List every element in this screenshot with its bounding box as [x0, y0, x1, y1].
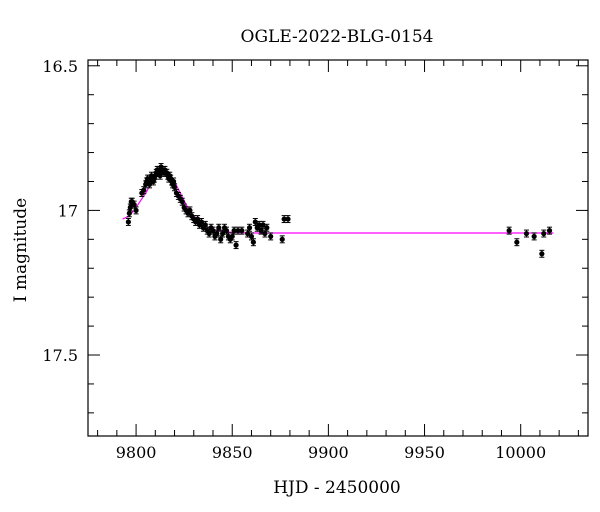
point-marker	[233, 242, 239, 248]
point-marker	[126, 210, 132, 216]
point-marker	[268, 233, 274, 240]
model-curve	[122, 170, 554, 234]
point-marker	[133, 207, 139, 213]
point-marker	[248, 233, 255, 240]
point-marker	[202, 222, 208, 228]
point-marker	[250, 239, 256, 245]
data-point	[541, 229, 547, 238]
x-tick-label: 10000	[495, 443, 546, 462]
point-marker	[546, 228, 553, 234]
point-marker	[231, 228, 237, 234]
point-marker	[198, 219, 205, 225]
point-marker	[146, 181, 153, 187]
data-point	[264, 223, 270, 232]
point-marker	[220, 230, 226, 237]
point-marker	[127, 204, 133, 211]
data-point	[531, 232, 537, 241]
data-point	[133, 206, 139, 215]
point-marker	[187, 207, 193, 213]
point-marker	[235, 228, 241, 234]
point-marker	[539, 251, 545, 257]
point-marker	[216, 225, 222, 231]
point-marker	[206, 230, 212, 237]
point-marker	[514, 239, 520, 245]
point-marker	[523, 230, 530, 237]
point-marker	[279, 236, 285, 242]
point-marker	[141, 187, 147, 193]
x-tick-label: 9950	[404, 443, 445, 462]
x-axis-label: HJD - 2450000	[273, 478, 401, 498]
point-marker	[218, 236, 224, 242]
point-marker	[258, 228, 264, 234]
point-marker	[171, 184, 178, 190]
data-point	[231, 226, 237, 235]
point-marker	[223, 228, 230, 234]
data-point	[268, 232, 274, 241]
point-marker	[239, 228, 245, 234]
model-layer	[122, 170, 554, 234]
point-marker	[262, 230, 268, 237]
data-point	[250, 238, 256, 247]
point-marker	[531, 233, 537, 240]
y-axis-label: I magnitude	[11, 198, 31, 302]
data-points-layer	[125, 163, 553, 258]
point-marker	[264, 225, 270, 231]
plot-frame	[87, 59, 589, 437]
point-marker	[157, 173, 163, 179]
x-tick-label: 9850	[212, 443, 253, 462]
point-marker	[131, 202, 137, 208]
plot-border	[87, 59, 589, 437]
point-marker	[245, 230, 251, 237]
data-point	[216, 223, 222, 232]
ticks-layer: 9800 9850 9900 9950 10000 16.5 17 17.5	[42, 57, 588, 462]
point-marker	[256, 222, 262, 228]
point-marker	[179, 199, 185, 205]
point-marker	[170, 178, 177, 185]
data-point	[246, 223, 253, 232]
point-marker	[506, 228, 512, 234]
point-marker	[210, 228, 216, 234]
point-marker	[285, 216, 291, 222]
data-point	[125, 217, 131, 226]
data-point	[506, 226, 512, 235]
point-marker	[246, 225, 253, 231]
y-tick-label: 16.5	[42, 57, 78, 76]
point-marker	[125, 219, 131, 225]
data-point	[220, 229, 226, 238]
data-point	[233, 241, 239, 250]
point-marker	[229, 233, 235, 240]
point-marker	[195, 216, 201, 222]
data-point	[285, 215, 291, 224]
data-point	[523, 229, 530, 238]
chart-title: OGLE-2022-BLG-0154	[241, 27, 434, 47]
data-point	[514, 238, 520, 247]
data-point	[539, 249, 545, 258]
point-marker	[252, 219, 258, 225]
point-marker	[281, 216, 287, 222]
point-marker	[541, 230, 547, 237]
data-point	[279, 235, 285, 244]
data-point	[546, 226, 553, 235]
x-tick-label: 9800	[116, 443, 157, 462]
y-tick-label: 17.5	[42, 346, 78, 365]
data-point	[239, 226, 245, 235]
x-tick-label: 9900	[308, 443, 349, 462]
data-point	[127, 203, 133, 212]
y-tick-label: 17	[58, 201, 78, 220]
point-marker	[214, 230, 220, 237]
point-marker	[260, 222, 266, 228]
